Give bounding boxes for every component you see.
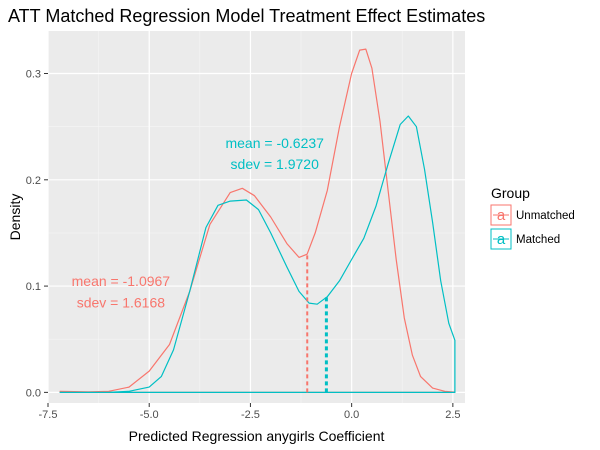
series-layer — [59, 48, 456, 393]
legend-title: Group — [491, 185, 530, 201]
annotation-sdev-matched: sdev = 1.9720 — [231, 156, 320, 172]
x-tick-label: 2.5 — [445, 409, 460, 421]
x-axis-title: Predicted Regression anygirls Coefficien… — [129, 428, 385, 444]
plot-panel — [48, 31, 465, 403]
mean-lines — [306, 254, 328, 393]
x-tick-label: -7.5 — [39, 409, 58, 421]
axes: -7.5 -5.0 -2.5 0.0 2.5 0.0 0.1 0.2 0.3 — [26, 69, 461, 421]
legend-label-unmatched: Unmatched — [516, 210, 575, 222]
y-tick-label: 0.0 — [26, 387, 41, 399]
legend-label-matched: Matched — [516, 234, 560, 246]
chart-title: ATT Matched Regression Model Treatment E… — [8, 6, 485, 26]
y-tick-label: 0.1 — [26, 281, 41, 293]
x-tick-label: -2.5 — [241, 409, 260, 421]
y-tick-label: 0.3 — [26, 69, 41, 81]
annotation-sdev-unmatched: sdev = 1.6168 — [77, 294, 166, 310]
x-tick-label: -5.0 — [140, 409, 159, 421]
y-tick-label: 0.2 — [26, 175, 41, 187]
annotations: mean = -0.6237 sdev = 1.9720 mean = -1.096… — [72, 135, 325, 310]
series-line-matched — [59, 115, 456, 393]
series-line-unmatched — [59, 48, 456, 393]
y-axis-title: Density — [7, 194, 23, 241]
annotation-mean-unmatched: mean = -1.0967 — [72, 273, 171, 289]
grid — [47, 31, 465, 403]
annotation-mean-matched: mean = -0.6237 — [225, 135, 324, 151]
x-tick-label: 0.0 — [344, 409, 359, 421]
